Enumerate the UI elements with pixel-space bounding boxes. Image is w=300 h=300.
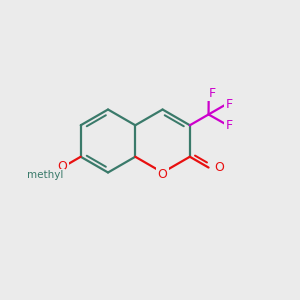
- Text: O: O: [58, 160, 68, 172]
- Text: F: F: [226, 98, 232, 111]
- Text: methyl: methyl: [27, 170, 64, 180]
- Text: F: F: [225, 119, 233, 132]
- Text: O: O: [214, 161, 224, 174]
- Text: F: F: [209, 87, 216, 100]
- Text: O: O: [158, 167, 167, 181]
